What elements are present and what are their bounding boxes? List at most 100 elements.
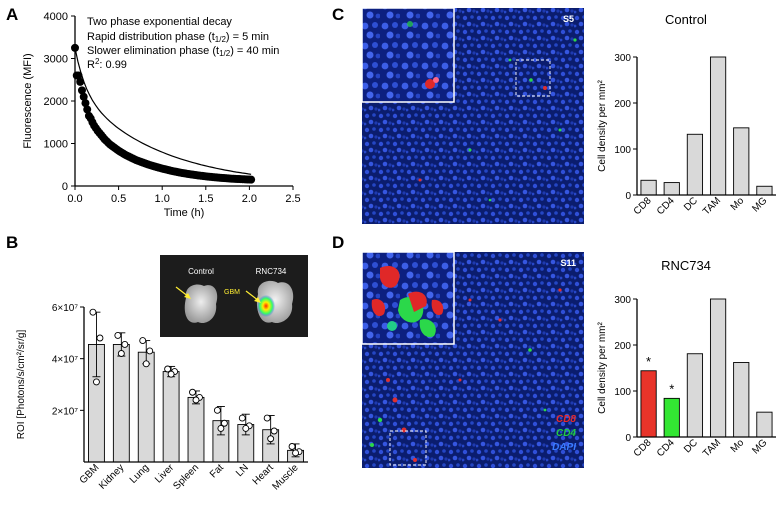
replicate-point [89,308,97,316]
tumor-signal [257,295,275,317]
inset-label-treated: RNC734 [256,267,287,276]
density-bar [640,179,657,196]
annotation-line-1: Two phase exponential decay [87,16,232,28]
data-point [76,77,85,86]
y-tick-label: 4000 [44,11,68,23]
control-density-chart: Control CD8 CD4 DC TAM Mo MG 0 100 200 300 Cell de… [597,12,776,218]
annotation-line-3: Slower elimination phase (t1/2) = 40 min [87,45,279,58]
replicate-point [217,424,225,432]
x-tick-label: 1.0 [155,193,170,205]
x-tick-label: CD8 [632,195,654,217]
fit-line [74,47,252,175]
x-tick-label: CD4 [655,437,677,459]
scattered-cells-control [418,38,577,202]
y-axis-label: Cell density per mm² [597,321,608,413]
y-axis-label: Cell density per mm² [597,79,608,171]
organ-bar [162,371,180,463]
x-tick-label: LN [234,462,251,479]
x-tick-label: Kidney [97,462,126,491]
y-tick-label: 4×10⁷ [52,355,79,366]
replicate-point [139,337,147,345]
control-density-plot: CD8 CD4 DC TAM Mo MG 0 100 200 300 Cell density pe… [597,53,776,218]
stain-legend-cd8: CD8 [556,414,576,425]
replicate-point [267,435,275,443]
decay-data-points [71,43,256,184]
zoom-region-control [515,59,551,97]
x-tick-label: DC [682,195,700,213]
annotation-line-2: Rapid distribution phase (t1/2) = 5 min [87,31,269,44]
inset-zoom-treated [361,251,455,345]
density-bar [709,56,727,196]
annotation-line-4: R2: 0.99 [87,57,127,71]
biodistribution-bars [88,308,304,463]
data-point [83,105,92,114]
x-tick-label: Mo [729,195,747,213]
x-tick-label: Spleen [171,462,201,492]
y-tick-label: 0 [625,433,631,444]
organ-bar [112,344,130,463]
arrow-control-head [184,293,191,299]
replicate-point [146,347,154,355]
replicate-point [142,360,150,368]
x-tick-label: 2.0 [242,193,257,205]
inset-label-tumor: GBM [224,289,240,296]
x-tick-label: TAM [701,195,723,217]
replicate-point [114,331,122,339]
density-bar [756,411,773,438]
decay-chart: 0 1000 2000 3000 4000 0.0 0.5 1.0 1.5 2.0 2.5 Time … [22,11,301,219]
x-tick-label: CD8 [632,437,654,459]
y-axis-label: ROI [Photons/s/cm²/sr/g] [16,330,27,440]
replicate-point [167,370,175,378]
replicate-point [213,406,221,414]
x-tick-label: 2.5 [285,193,300,205]
y-tick-label: 1000 [44,139,68,151]
x-tick-label: 0.0 [67,193,82,205]
x-tick-label: TAM [701,437,723,459]
data-point [79,92,88,101]
micrograph-control: S5 [361,7,584,224]
x-tick-label: Mo [729,437,747,455]
decay-axes: 0 1000 2000 3000 4000 0.0 0.5 1.0 1.5 2.0 2.5 Time … [22,11,301,219]
y-tick-label: 0 [625,191,631,202]
significance-star: * [646,354,651,369]
density-bar [709,298,727,438]
replicate-point [192,396,200,404]
y-tick-label: 0 [62,181,68,193]
inset-zoom-control [361,7,455,103]
x-tick-label: Muscle [270,462,300,492]
panel-label-d: D [332,233,344,252]
organ-bar [137,351,155,463]
replicate-point [263,414,271,422]
y-tick-label: 300 [614,295,631,306]
stain-legend-dapi: DAPI [552,442,576,453]
y-tick-label: 6×10⁷ [52,303,79,314]
panel-label-c: C [332,5,344,24]
x-axis-label: Time (h) [164,207,205,219]
density-bar [640,370,657,438]
zoom-region-treated [389,430,427,466]
x-tick-label: MG [750,437,769,456]
x-tick-label: 0.5 [111,193,126,205]
y-tick-label: 3000 [44,54,68,66]
replicate-point [242,424,250,432]
section-label-treated: S11 [560,258,576,268]
x-tick-label: Lung [128,462,152,486]
significance-star: * [669,381,674,396]
data-point [81,99,90,108]
y-tick-label: 300 [614,53,631,64]
density-bar [733,127,750,196]
x-tick-label: 1.5 [198,193,213,205]
y-tick-label: 100 [614,387,631,398]
density-bar [686,133,704,196]
chart-title-treated: RNC734 [661,258,711,273]
y-tick-label: 100 [614,145,631,156]
x-tick-label: DC [682,437,700,455]
panel-label-a: A [6,5,18,24]
density-bar [733,362,750,438]
section-label-control: S5 [563,14,574,24]
chart-title-control: Control [665,12,707,27]
y-tick-label: 2000 [44,96,68,108]
panel-label-b: B [6,233,18,252]
density-bar [663,182,680,196]
